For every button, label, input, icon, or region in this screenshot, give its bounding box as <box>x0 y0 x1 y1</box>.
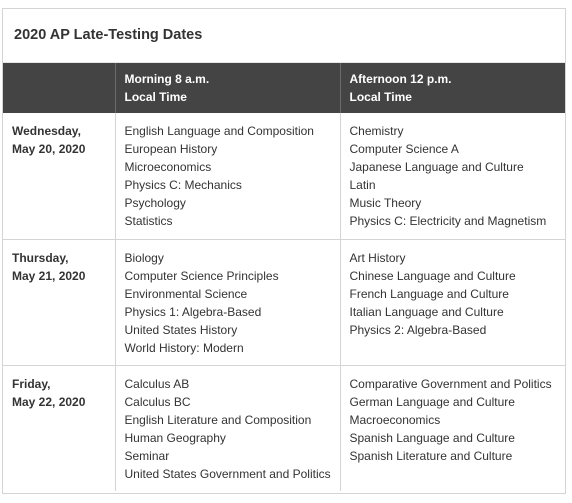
table-row: Thursday, May 21, 2020 Biology Computer … <box>3 238 565 365</box>
exam-name: Computer Science Principles <box>124 268 279 283</box>
exam-name: Spanish Language and Culture <box>349 430 515 445</box>
exam-name: English Literature and Composition <box>124 412 312 427</box>
exam-name: French Language and Culture <box>349 286 509 301</box>
exam-name: Microeconomics <box>124 160 212 174</box>
exam-name: Italian Language and Culture <box>349 304 504 319</box>
exam-name: Japanese Language and Culture <box>349 160 524 174</box>
exam-name: Chinese Language and Culture <box>349 268 516 283</box>
exam-name: Computer Science A <box>349 142 459 156</box>
exam-name: European History <box>124 142 218 156</box>
header-afternoon: Afternoon 12 p.m. Local Time <box>339 63 565 113</box>
day-cell: Wednesday, May 20, 2020 <box>3 113 115 239</box>
exam-name: Latin <box>349 178 376 192</box>
exam-name: Physics 1: Algebra-Based <box>124 304 262 319</box>
exam-name: Music Theory <box>349 196 422 210</box>
afternoon-cell: Comparative Government and Politics Germ… <box>339 364 565 491</box>
schedule-table: Morning 8 a.m. Local Time Afternoon 12 p… <box>3 63 565 491</box>
header-day <box>3 63 115 113</box>
exam-name: Physics 2: Algebra-Based <box>349 322 487 337</box>
afternoon-cell: Art History Chinese Language and Culture… <box>339 238 565 365</box>
exam-name: German Language and Culture <box>349 394 515 409</box>
day-name: Thursday, <box>12 250 69 265</box>
day-cell: Friday, May 22, 2020 <box>3 364 115 491</box>
table-row: Wednesday, May 20, 2020 English Language… <box>3 113 565 239</box>
morning-cell: English Language and Composition Europea… <box>114 113 340 239</box>
header-morning-tz: Local Time <box>124 90 187 104</box>
header-morning-time: Morning 8 a.m. <box>124 72 210 86</box>
day-date: May 20, 2020 <box>12 142 86 156</box>
morning-cell: Calculus AB Calculus BC English Literatu… <box>114 364 340 491</box>
exam-name: Psychology <box>124 196 186 210</box>
schedule-table-container: 2020 AP Late-Testing Dates Morning 8 a.m… <box>2 8 566 494</box>
day-date: May 22, 2020 <box>12 394 86 409</box>
exam-name: Art History <box>349 250 406 265</box>
exam-name: Seminar <box>124 448 170 463</box>
day-date: May 21, 2020 <box>12 268 86 283</box>
header-morning: Morning 8 a.m. Local Time <box>114 63 340 113</box>
table-row: Friday, May 22, 2020 Calculus AB Calculu… <box>3 364 565 491</box>
day-name: Friday, <box>12 376 51 391</box>
exam-name: Chemistry <box>349 124 404 138</box>
exam-name: Calculus AB <box>124 376 190 391</box>
exam-name: Spanish Literature and Culture <box>349 448 513 463</box>
exam-name: Macroeconomics <box>349 412 441 427</box>
exam-name: Biology <box>124 250 164 265</box>
afternoon-cell: Chemistry Computer Science A Japanese La… <box>339 113 565 239</box>
exam-name: Calculus BC <box>124 394 191 409</box>
header-afternoon-time: Afternoon 12 p.m. <box>349 72 452 86</box>
table-title: 2020 AP Late-Testing Dates <box>3 9 565 63</box>
exam-name: English Language and Composition <box>124 124 314 138</box>
header-afternoon-tz: Local Time <box>349 90 412 104</box>
day-name: Wednesday, <box>12 124 81 138</box>
header-row: Morning 8 a.m. Local Time Afternoon 12 p… <box>3 63 565 113</box>
exam-name: Statistics <box>124 214 173 228</box>
exam-name: Comparative Government and Politics <box>349 376 552 391</box>
day-cell: Thursday, May 21, 2020 <box>3 238 115 365</box>
exam-name: Physics C: Mechanics <box>124 178 242 192</box>
morning-cell: Biology Computer Science Principles Envi… <box>114 238 340 365</box>
exam-name: United States Government and Politics <box>124 466 331 481</box>
exam-name: Environmental Science <box>124 286 248 301</box>
exam-name: United States History <box>124 322 238 337</box>
exam-name: Human Geography <box>124 430 226 445</box>
exam-name: World History: Modern <box>124 340 244 355</box>
exam-name: Physics C: Electricity and Magnetism <box>349 214 547 228</box>
